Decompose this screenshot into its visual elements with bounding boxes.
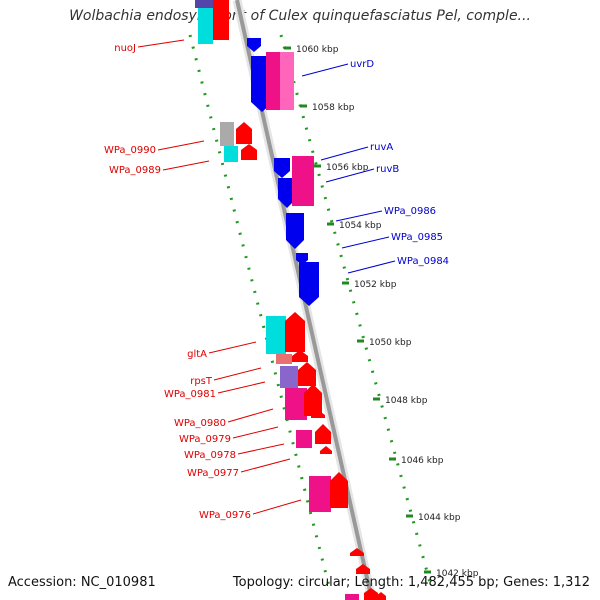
feature-rpst-salmon [276, 354, 292, 364]
feature-nuoj-cyan [198, 8, 213, 44]
leader-line-glta [208, 341, 257, 354]
feature-wpa0980-magenta [285, 388, 307, 420]
scale-tick-label: 1052 kbp [354, 280, 397, 290]
map-title: Wolbachia endosymbiont of Culex quinquef… [69, 8, 531, 24]
gene-label-wpa-0979[interactable]: WPa_0979 [179, 434, 231, 445]
leader-line-wpa-0978 [237, 443, 285, 455]
gene-label-wpa-0986[interactable]: WPa_0986 [384, 206, 436, 217]
feature-glta-cyan [266, 316, 286, 354]
gene-label-glta[interactable]: gltA [187, 349, 207, 360]
feature-ruv-magenta [292, 156, 314, 206]
feature-wpa0981 [298, 362, 316, 386]
gene-label-wpa-0981[interactable]: WPa_0981 [164, 389, 216, 400]
feature-wpa0986 [286, 213, 304, 249]
accession-label: Accession: NC_010981 [8, 575, 156, 590]
feature-wpa0979 [315, 424, 331, 444]
feature-wpa0976 [330, 472, 348, 508]
feature-ruva [274, 158, 290, 178]
scale-tick-label: 1048 kbp [385, 396, 428, 406]
scale-tick-label: 1060 kbp [296, 45, 339, 55]
gene-label-uvrd[interactable]: uvrD [350, 59, 374, 70]
leader-line-wpa-0989 [162, 160, 210, 171]
leader-line-wpa-0980 [227, 408, 274, 423]
scale-tick-label: 1056 kbp [326, 163, 369, 173]
gene-label-wpa-0989[interactable]: WPa_0989 [109, 165, 161, 176]
summary-label: Topology: circular; Length: 1,482,455 bp… [232, 575, 590, 590]
leader-line-nuoj [137, 39, 185, 48]
feature-bottom-red-2 [376, 592, 386, 600]
leader-line-wpa-0985 [341, 236, 390, 249]
gene-label-wpa-0984[interactable]: WPa_0984 [397, 256, 449, 267]
feature-wpa0980-small [311, 410, 325, 418]
scale-tick-label: 1058 kbp [312, 103, 355, 113]
feature-wpa0990 [236, 122, 252, 144]
leader-line-wpa-0976 [252, 499, 302, 515]
feature-top-purple [195, 0, 213, 8]
gene-label-wpa-0977[interactable]: WPa_0977 [187, 468, 239, 479]
gene-label-ruvb[interactable]: ruvB [376, 164, 399, 175]
feature-uvrd-magenta-2 [280, 52, 294, 110]
scale-tick-label: 1046 kbp [401, 456, 444, 466]
feature-bottom-small-2 [356, 564, 370, 574]
scale-tick-label: 1044 kbp [418, 513, 461, 523]
gene-label-rpst[interactable]: rpsT [190, 376, 213, 387]
feature-glta [285, 312, 305, 352]
leader-line-wpa-0979 [232, 426, 279, 439]
leader-line-wpa-0986 [335, 210, 383, 222]
leader-line-wpa-0981 [217, 381, 266, 394]
feature-wpa0976-magenta [309, 476, 331, 512]
feature-bottom-red [364, 588, 378, 600]
gene-label-wpa-0990[interactable]: WPa_0990 [104, 145, 156, 156]
feature-rpst [292, 350, 308, 362]
leader-line-wpa-0977 [240, 458, 291, 473]
scale-tick-label: 1050 kbp [369, 338, 412, 348]
feature-nuoj [213, 0, 229, 40]
feature-wpa0989 [241, 144, 257, 160]
gene-label-nuoj[interactable]: nuoJ [114, 43, 136, 54]
gene-label-wpa-0976[interactable]: WPa_0976 [199, 510, 251, 521]
leader-line-rpst [213, 367, 262, 381]
feature-wpa0990-gray [220, 122, 234, 146]
leader-line-wpa-0990 [157, 140, 205, 151]
gene-label-wpa-0980[interactable]: WPa_0980 [174, 418, 226, 429]
feature-wpa0980 [304, 384, 322, 416]
feature-wpa0979-magenta [296, 430, 312, 448]
feature-uvrd-magenta [266, 52, 284, 110]
feature-reverse-small [247, 38, 261, 52]
leader-line-wpa-0984 [347, 260, 396, 274]
feature-wpa0984 [299, 262, 319, 306]
gene-label-ruva[interactable]: ruvA [370, 142, 393, 153]
feature-wpa0989-cyan [224, 146, 238, 162]
feature-bottom-magenta [345, 594, 359, 600]
scale-tick-label: 1054 kbp [339, 221, 382, 231]
gene-label-wpa-0985[interactable]: WPa_0985 [391, 232, 443, 243]
feature-wpa0981-purple [280, 366, 298, 388]
leader-line-ruvb [325, 168, 375, 183]
feature-wpa0978 [320, 446, 332, 454]
gene-label-wpa-0978[interactable]: WPa_0978 [184, 450, 236, 461]
feature-bottom-small [350, 548, 364, 556]
feature-ruvb [278, 178, 296, 208]
scale-tick-label: 1042 kbp [436, 569, 479, 579]
leader-line-ruva [320, 146, 369, 161]
leader-line-uvrd [301, 63, 349, 77]
